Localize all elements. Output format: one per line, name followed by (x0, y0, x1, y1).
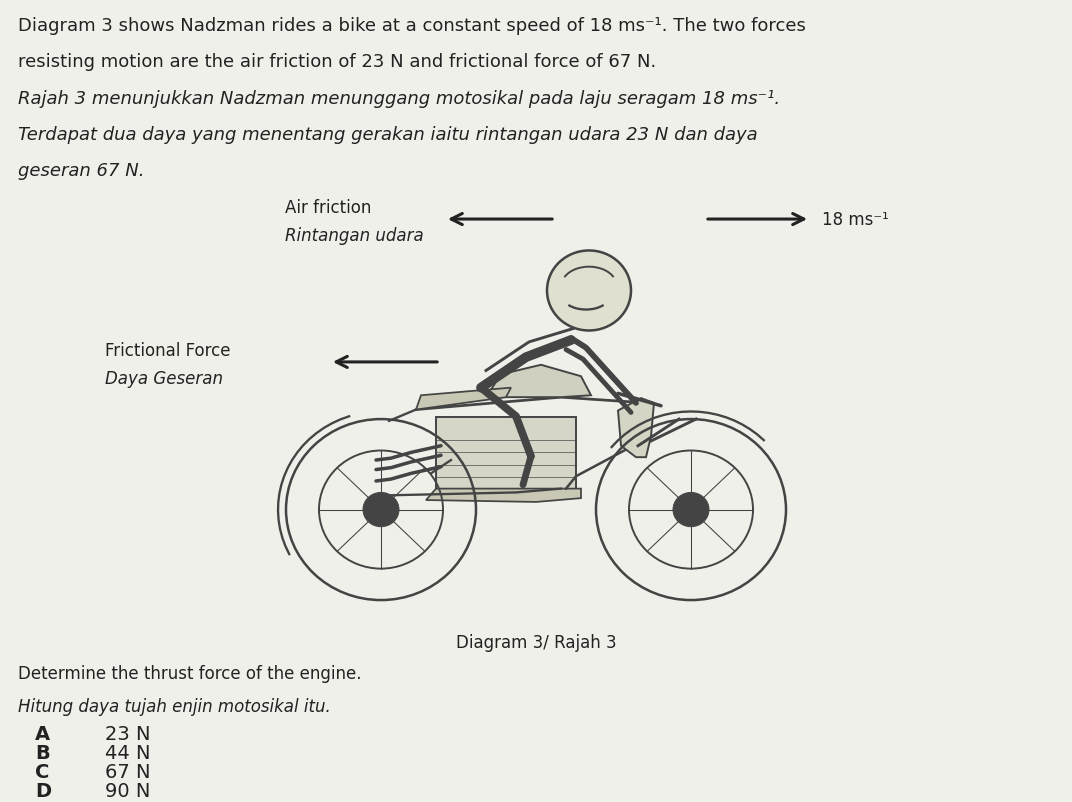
Text: 90 N: 90 N (105, 781, 150, 800)
Text: resisting motion are the air friction of 23 N and frictional force of 67 N.: resisting motion are the air friction of… (18, 53, 656, 71)
Text: Air friction: Air friction (285, 198, 371, 217)
Text: Frictional Force: Frictional Force (105, 341, 230, 359)
Text: geseran 67 N.: geseran 67 N. (18, 162, 145, 180)
Text: Terdapat dua daya yang menentang gerakan iaitu rintangan udara 23 N dan daya: Terdapat dua daya yang menentang gerakan… (18, 126, 758, 144)
Text: A: A (35, 724, 50, 743)
Polygon shape (426, 489, 581, 502)
Polygon shape (617, 399, 654, 458)
Circle shape (673, 492, 709, 527)
Text: Rajah 3 menunjukkan Nadzman menunggang motosikal pada laju seragam 18 ms⁻¹.: Rajah 3 menunjukkan Nadzman menunggang m… (18, 90, 780, 107)
Polygon shape (416, 388, 511, 410)
Text: B: B (35, 743, 49, 762)
Text: Determine the thrust force of the engine.: Determine the thrust force of the engine… (18, 664, 361, 682)
Text: Diagram 3/ Rajah 3: Diagram 3/ Rajah 3 (456, 634, 616, 651)
Text: C: C (35, 762, 49, 781)
Text: 18 ms⁻¹: 18 ms⁻¹ (822, 211, 889, 229)
Polygon shape (486, 366, 591, 398)
Text: 44 N: 44 N (105, 743, 150, 762)
Text: Rintangan udara: Rintangan udara (285, 227, 423, 245)
Bar (436, 418, 576, 489)
Circle shape (363, 492, 399, 527)
Text: 67 N: 67 N (105, 762, 150, 781)
Circle shape (547, 251, 631, 331)
Text: Hitung daya tujah enjin motosikal itu.: Hitung daya tujah enjin motosikal itu. (18, 698, 331, 715)
Text: 23 N: 23 N (105, 724, 150, 743)
Text: Daya Geseran: Daya Geseran (105, 370, 223, 387)
Text: D: D (35, 781, 51, 800)
Text: Diagram 3 shows Nadzman rides a bike at a constant speed of 18 ms⁻¹. The two for: Diagram 3 shows Nadzman rides a bike at … (18, 17, 806, 35)
